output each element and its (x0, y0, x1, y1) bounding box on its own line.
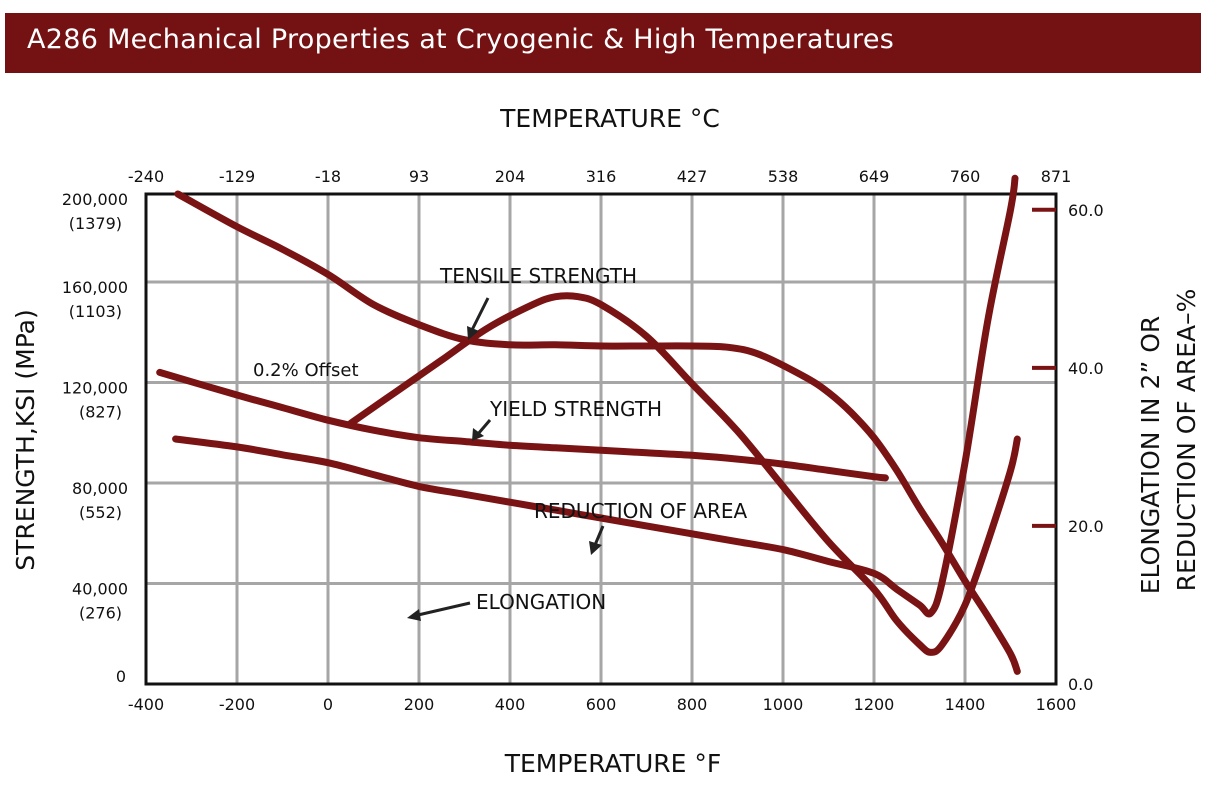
y-tick-label-ksi: 0 (116, 667, 126, 686)
y-tick-label-ksi: 120,000 (62, 378, 128, 397)
y-tick-label-mpa: (276) (79, 603, 122, 622)
x-tick-label-fahrenheit: 1200 (854, 695, 895, 714)
annotation-reduction-of-area: REDUCTION OF AREA (534, 499, 748, 523)
arrow-yield-strength (476, 419, 492, 435)
x-tick-label-fahrenheit: 200 (404, 695, 435, 714)
series-line-tensile-strength (174, 190, 1021, 675)
y-tick-label-mpa: (827) (79, 402, 122, 421)
left-axis-ticks: 0 40,000 (276) 80,000 (552) 120,000 (827) 160,0… (62, 190, 128, 686)
x-tick-label-celsius: 93 (409, 167, 429, 186)
y-tick-label-mpa: (552) (79, 503, 122, 522)
plot-frame (144, 192, 1058, 686)
x-tick-label-celsius: 204 (495, 167, 526, 186)
x-tick-label-fahrenheit: 600 (586, 695, 617, 714)
arrowhead-yield-strength (472, 428, 484, 441)
x-tick-label-fahrenheit: 1600 (1036, 695, 1077, 714)
y-tick-label-mpa: (1103) (69, 302, 122, 321)
annotation-yield-strength: YIELD STRENGTH (489, 397, 662, 421)
annotation-tensile-strength: TENSILE STRENGTH (439, 264, 637, 288)
x-tick-label-fahrenheit: 800 (677, 695, 708, 714)
annotation-elongation: ELONGATION (476, 590, 606, 614)
x-tick-label-fahrenheit: 400 (495, 695, 526, 714)
x-tick-label-fahrenheit: 1000 (763, 695, 804, 714)
x-tick-label-celsius: 316 (586, 167, 617, 186)
x-tick-label-celsius: -240 (128, 167, 164, 186)
x-tick-label-fahrenheit: 1400 (945, 695, 986, 714)
arrowhead-tensile-strength (467, 326, 479, 340)
arrow-elongation (417, 601, 471, 617)
bottom-axis-title: TEMPERATURE °F (504, 749, 722, 778)
title-banner: A286 Mechanical Properties at Cryogenic … (5, 13, 1201, 73)
arrowhead-elongation (407, 609, 421, 621)
y-tick-label-ksi: 80,000 (72, 479, 128, 498)
arrow-tensile-strength (470, 297, 490, 331)
x-tick-label-celsius: 871 (1041, 167, 1072, 186)
x-tick-label-celsius: -18 (315, 167, 341, 186)
y-tick-label-ksi: 160,000 (62, 278, 128, 297)
x-tick-label-fahrenheit: -400 (128, 695, 164, 714)
series-line-yield-strength (156, 368, 889, 482)
x-tick-label-celsius: 538 (768, 167, 799, 186)
right-axis-title-line1: ELONGATION IN 2” OR (1136, 316, 1165, 595)
right-tick-label: 0.0 (1068, 675, 1093, 694)
x-tick-label-celsius: 427 (677, 167, 708, 186)
page-title: A286 Mechanical Properties at Cryogenic … (27, 24, 895, 55)
left-axis-title: STRENGTH,KSI (MPa) (11, 309, 40, 570)
x-tick-label-celsius: 760 (950, 167, 981, 186)
x-tick-label-fahrenheit: 0 (323, 695, 333, 714)
y-tick-label-mpa: (1379) (69, 214, 122, 233)
series-line-reduction-of-area (347, 292, 1021, 656)
right-tick-label: 60.0 (1068, 201, 1104, 220)
arrowhead-reduction-of-area (589, 541, 602, 555)
series-line-elongation (172, 174, 1019, 618)
right-axis-ticks: 0.0 20.0 40.0 60.0 (1032, 201, 1104, 694)
right-tick-label: 20.0 (1068, 517, 1104, 536)
top-axis-title: TEMPERATURE °C (499, 104, 720, 133)
bottom-axis-ticks: -400 -200 0 200 400 600 800 1000 1200 1400 1600 (128, 695, 1077, 714)
top-axis-ticks: -240 -129 -18 93 204 316 427 538 649 760 871 (128, 167, 1071, 186)
y-tick-label-ksi: 200,000 (62, 190, 128, 209)
x-tick-label-celsius: -129 (219, 167, 255, 186)
y-tick-label-ksi: 40,000 (72, 579, 128, 598)
x-tick-label-fahrenheit: -200 (219, 695, 255, 714)
chart-series (156, 174, 1021, 675)
right-tick-label: 40.0 (1068, 359, 1104, 378)
chart-annotations: TENSILE STRENGTH 0.2% Offset YIELD STREN… (253, 264, 748, 621)
x-tick-label-celsius: 649 (859, 167, 890, 186)
right-axis-title-line2: REDUCTION OF AREA–% (1172, 289, 1201, 592)
annotation-offset: 0.2% Offset (253, 360, 359, 381)
arrow-reduction-of-area (593, 525, 605, 546)
